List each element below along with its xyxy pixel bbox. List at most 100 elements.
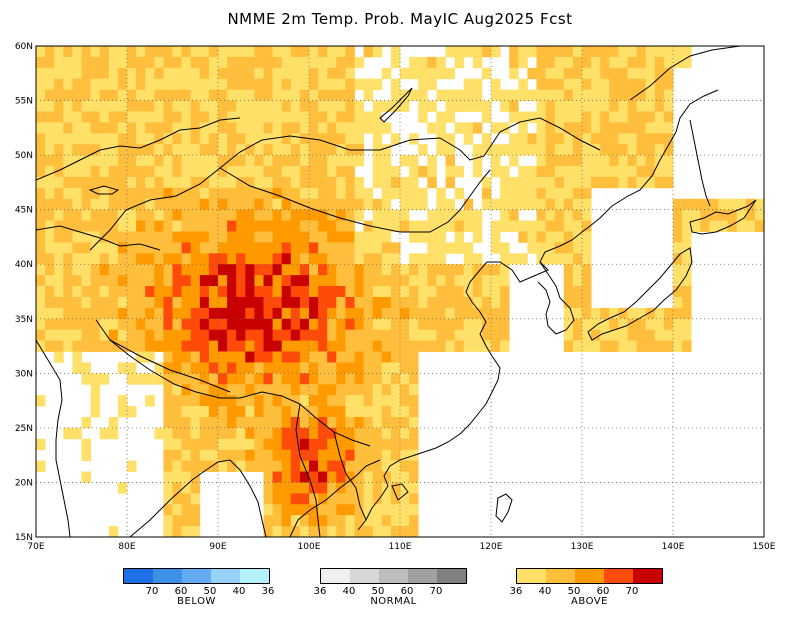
forecast-cell xyxy=(299,56,310,69)
forecast-cell xyxy=(400,515,410,527)
forecast-cell xyxy=(181,427,192,440)
forecast-cell xyxy=(554,46,565,58)
forecast-cell xyxy=(245,406,255,418)
forecast-cell xyxy=(454,100,465,112)
forecast-cell xyxy=(272,111,283,123)
forecast-cell xyxy=(254,427,264,440)
forecast-cell xyxy=(99,340,110,352)
forecast-cell xyxy=(163,220,173,232)
forecast-cell xyxy=(145,78,155,91)
forecast-cell xyxy=(108,242,119,254)
forecast-cell xyxy=(290,67,301,80)
forecast-cell xyxy=(572,46,583,58)
forecast-cell xyxy=(245,56,255,69)
forecast-cell xyxy=(354,307,364,320)
forecast-cell xyxy=(563,264,574,276)
forecast-cell xyxy=(136,144,146,156)
forecast-cell xyxy=(208,253,219,265)
longitude-label: 130E xyxy=(571,542,594,552)
forecast-cell xyxy=(172,384,182,396)
forecast-cell xyxy=(272,198,283,211)
forecast-cell xyxy=(327,133,337,145)
forecast-cells xyxy=(36,46,764,537)
forecast-cell xyxy=(345,460,355,472)
forecast-cell xyxy=(618,176,628,189)
forecast-cell xyxy=(418,220,428,232)
forecast-cell xyxy=(390,351,401,363)
forecast-cell xyxy=(272,56,283,69)
forecast-cell xyxy=(290,362,301,374)
forecast-cell xyxy=(299,67,310,80)
forecast-cell xyxy=(409,340,419,352)
forecast-cell xyxy=(172,504,182,516)
forecast-cell xyxy=(254,406,264,418)
forecast-cell xyxy=(99,198,110,211)
forecast-cell xyxy=(609,318,619,331)
forecast-cell xyxy=(327,187,337,200)
forecast-cell xyxy=(299,242,310,254)
forecast-cell xyxy=(663,111,674,123)
forecast-cell xyxy=(472,253,483,265)
forecast-cell xyxy=(181,438,192,451)
forecast-cell xyxy=(527,166,537,178)
forecast-cell xyxy=(390,133,401,145)
forecast-cell xyxy=(190,176,201,189)
forecast-cell xyxy=(163,395,173,407)
legend-swatch xyxy=(182,569,211,583)
border-china-south xyxy=(95,319,371,447)
forecast-cell xyxy=(691,209,701,221)
forecast-cell xyxy=(227,155,237,167)
forecast-cell xyxy=(181,198,192,211)
forecast-cell xyxy=(554,242,565,254)
forecast-cell xyxy=(199,155,210,167)
forecast-cell xyxy=(418,264,428,276)
forecast-cell xyxy=(609,46,619,58)
forecast-cell xyxy=(163,56,173,69)
forecast-cell xyxy=(400,329,410,341)
forecast-cell xyxy=(591,46,601,58)
forecast-cell xyxy=(172,482,182,494)
forecast-cell xyxy=(472,89,483,101)
forecast-cell xyxy=(181,416,192,429)
forecast-cell xyxy=(236,406,246,418)
forecast-cell xyxy=(354,209,364,221)
forecast-cell xyxy=(390,471,401,483)
forecast-cell xyxy=(318,122,328,134)
forecast-cell xyxy=(36,67,46,80)
forecast-cell xyxy=(345,187,355,200)
forecast-cell xyxy=(45,46,55,58)
forecast-cell xyxy=(618,340,628,352)
forecast-cell xyxy=(582,111,592,123)
forecast-cell xyxy=(409,460,419,472)
forecast-cell xyxy=(527,89,537,101)
forecast-cell xyxy=(409,471,419,483)
forecast-cell xyxy=(673,198,683,211)
forecast-cell xyxy=(290,78,301,91)
forecast-cell xyxy=(318,515,328,527)
forecast-cell xyxy=(745,220,756,232)
forecast-cell xyxy=(363,318,374,331)
forecast-cell xyxy=(545,122,556,134)
forecast-cell xyxy=(545,242,556,254)
forecast-cell xyxy=(108,526,119,537)
forecast-cell xyxy=(299,155,310,167)
forecast-cell xyxy=(181,111,192,123)
forecast-cell xyxy=(127,220,137,232)
forecast-cell xyxy=(345,275,355,287)
forecast-cell xyxy=(427,220,437,232)
forecast-cell xyxy=(190,46,201,58)
forecast-cell xyxy=(409,406,419,418)
forecast-cell xyxy=(145,231,155,243)
forecast-cell xyxy=(336,351,346,363)
forecast-cell xyxy=(272,471,283,483)
forecast-cell xyxy=(172,198,182,211)
forecast-cell xyxy=(345,78,355,91)
forecast-cell xyxy=(381,362,392,374)
forecast-cell xyxy=(281,275,292,287)
forecast-cell xyxy=(645,67,656,80)
forecast-cell xyxy=(463,275,474,287)
forecast-cell xyxy=(245,329,255,341)
forecast-cell xyxy=(609,56,619,69)
forecast-cell xyxy=(72,46,82,58)
